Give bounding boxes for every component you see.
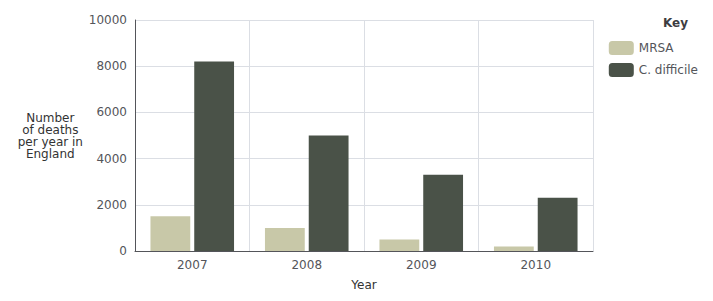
svg-text:4000: 4000 [96, 152, 127, 166]
svg-text:0: 0 [119, 244, 127, 258]
svg-text:2008: 2008 [291, 258, 322, 272]
svg-text:of deaths: of deaths [22, 122, 79, 137]
svg-text:2009: 2009 [406, 258, 437, 272]
svg-text:England: England [26, 147, 75, 161]
svg-text:MRSA: MRSA [639, 41, 675, 55]
svg-text:6000: 6000 [96, 105, 127, 119]
svg-text:Year: Year [350, 278, 376, 292]
svg-text:8000: 8000 [96, 59, 127, 73]
svg-text:Key: Key [663, 16, 688, 30]
svg-text:per year in: per year in [17, 134, 83, 149]
svg-text:Number: Number [26, 110, 75, 125]
svg-text:10000: 10000 [89, 13, 127, 27]
svg-text:2007: 2007 [177, 258, 208, 272]
svg-text:2010: 2010 [520, 258, 551, 272]
svg-text:2000: 2000 [96, 198, 127, 212]
svg-text:C. difficile: C. difficile [639, 63, 698, 77]
